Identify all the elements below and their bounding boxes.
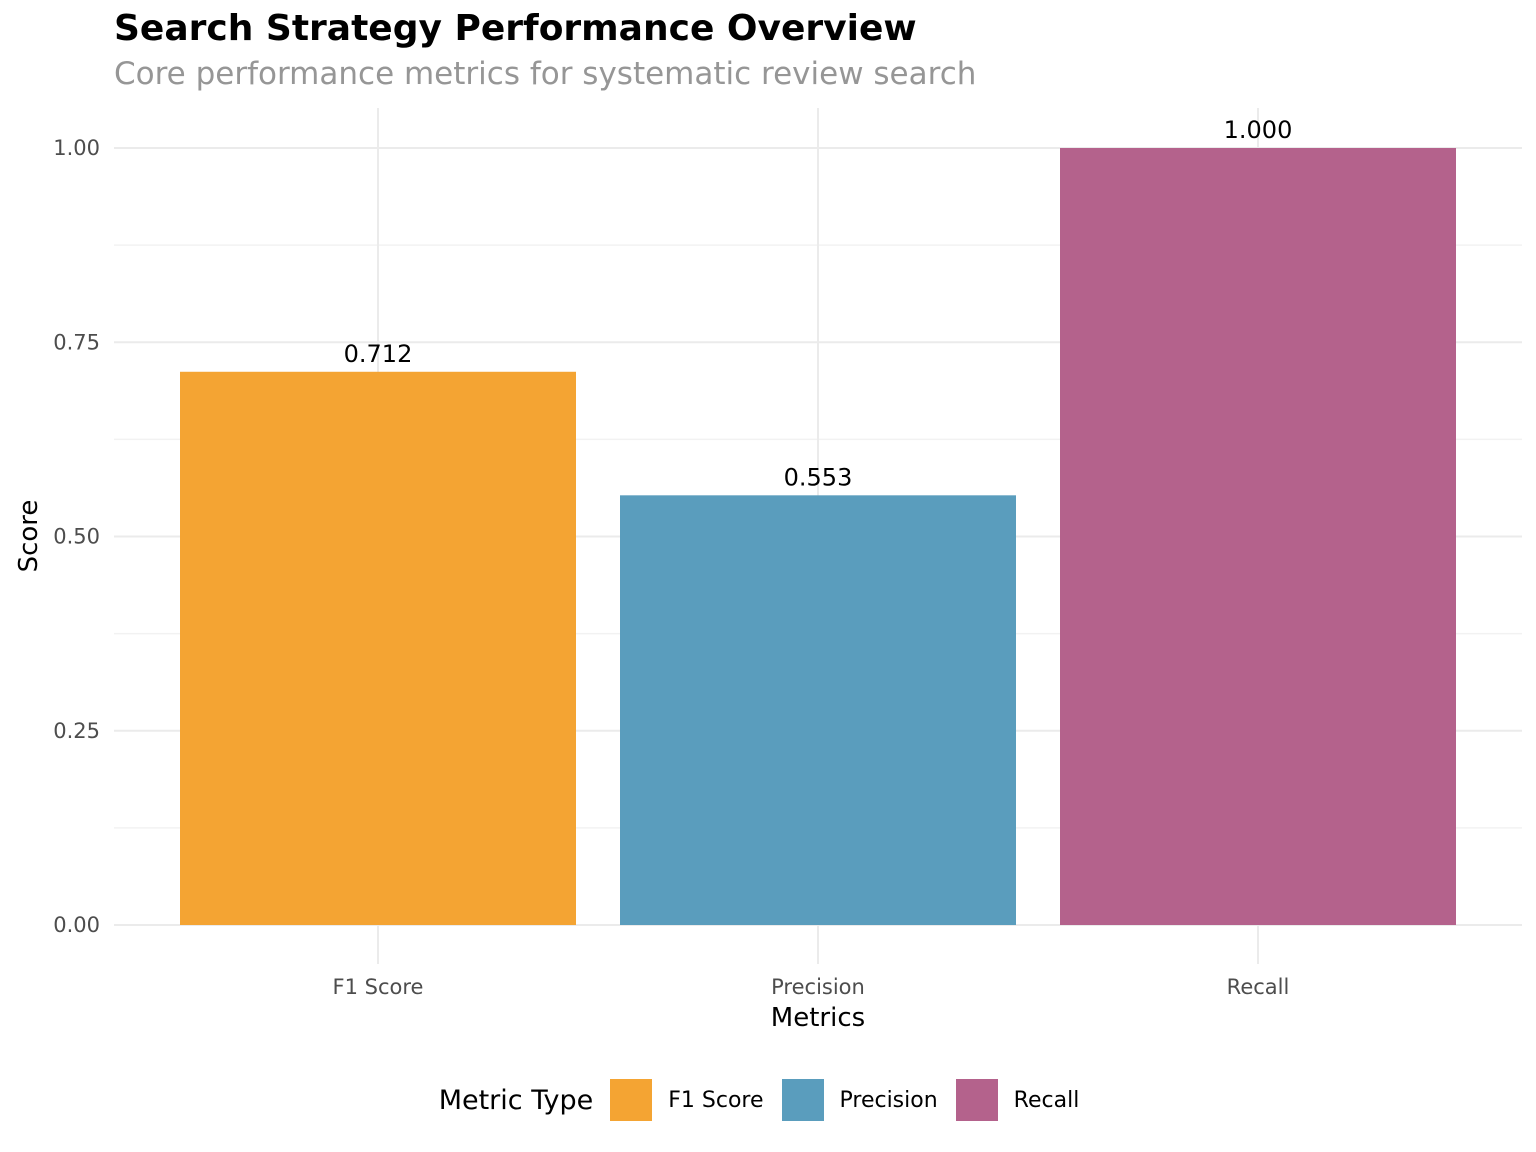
bar-recall: [1060, 148, 1456, 925]
legend-title: Metric Type: [438, 1084, 594, 1116]
legend-label-recall: Recall: [1013, 1087, 1080, 1113]
chart-subtitle: Core performance metrics for systematic …: [114, 56, 977, 92]
legend-swatch-f1-score: [610, 1079, 653, 1121]
x-tick-label-f1-score: F1 Score: [333, 975, 424, 999]
legend-item-precision: Precision: [781, 1079, 938, 1121]
legend-swatch-recall: [955, 1079, 998, 1121]
y-tick-label: 0.25: [53, 719, 100, 743]
legend: Metric Type F1 Score Precision Recall: [0, 1078, 1536, 1122]
bar-f1-score: [180, 371, 576, 925]
axis-layer: 0.00 0.25 0.50 0.75 1.00 F1 Score Precision Rec…: [53, 136, 1289, 999]
legend-label-precision: Precision: [839, 1087, 938, 1113]
bar-layer: [180, 148, 1456, 925]
data-label-f1-score: 0.712: [344, 340, 413, 368]
x-tick-label-precision: Precision: [771, 975, 865, 999]
x-tick-label-recall: Recall: [1227, 975, 1290, 999]
y-tick-label: 1.00: [53, 136, 100, 160]
legend-label-f1-score: F1 Score: [668, 1087, 764, 1113]
bar-precision: [620, 495, 1016, 925]
legend-item-recall: Recall: [955, 1079, 1080, 1121]
label-layer: 0.712 0.553 1.000: [344, 116, 1293, 491]
y-tick-label: 0.75: [53, 330, 100, 354]
chart-title: Search Strategy Performance Overview: [114, 8, 917, 49]
legend-swatch-precision: [781, 1079, 824, 1121]
data-label-recall: 1.000: [1224, 116, 1293, 144]
y-axis-title: Score: [14, 500, 44, 573]
x-axis-title: Metrics: [771, 1003, 865, 1033]
plot-area: 0.712 0.553 1.000 0.00 0.25 0.50 0.75 1.00 F1 S…: [14, 108, 1522, 1033]
y-tick-label: 0.00: [53, 913, 100, 937]
y-tick-label: 0.50: [53, 525, 100, 549]
legend-item-f1-score: F1 Score: [610, 1079, 764, 1121]
data-label-precision: 0.553: [784, 463, 853, 491]
